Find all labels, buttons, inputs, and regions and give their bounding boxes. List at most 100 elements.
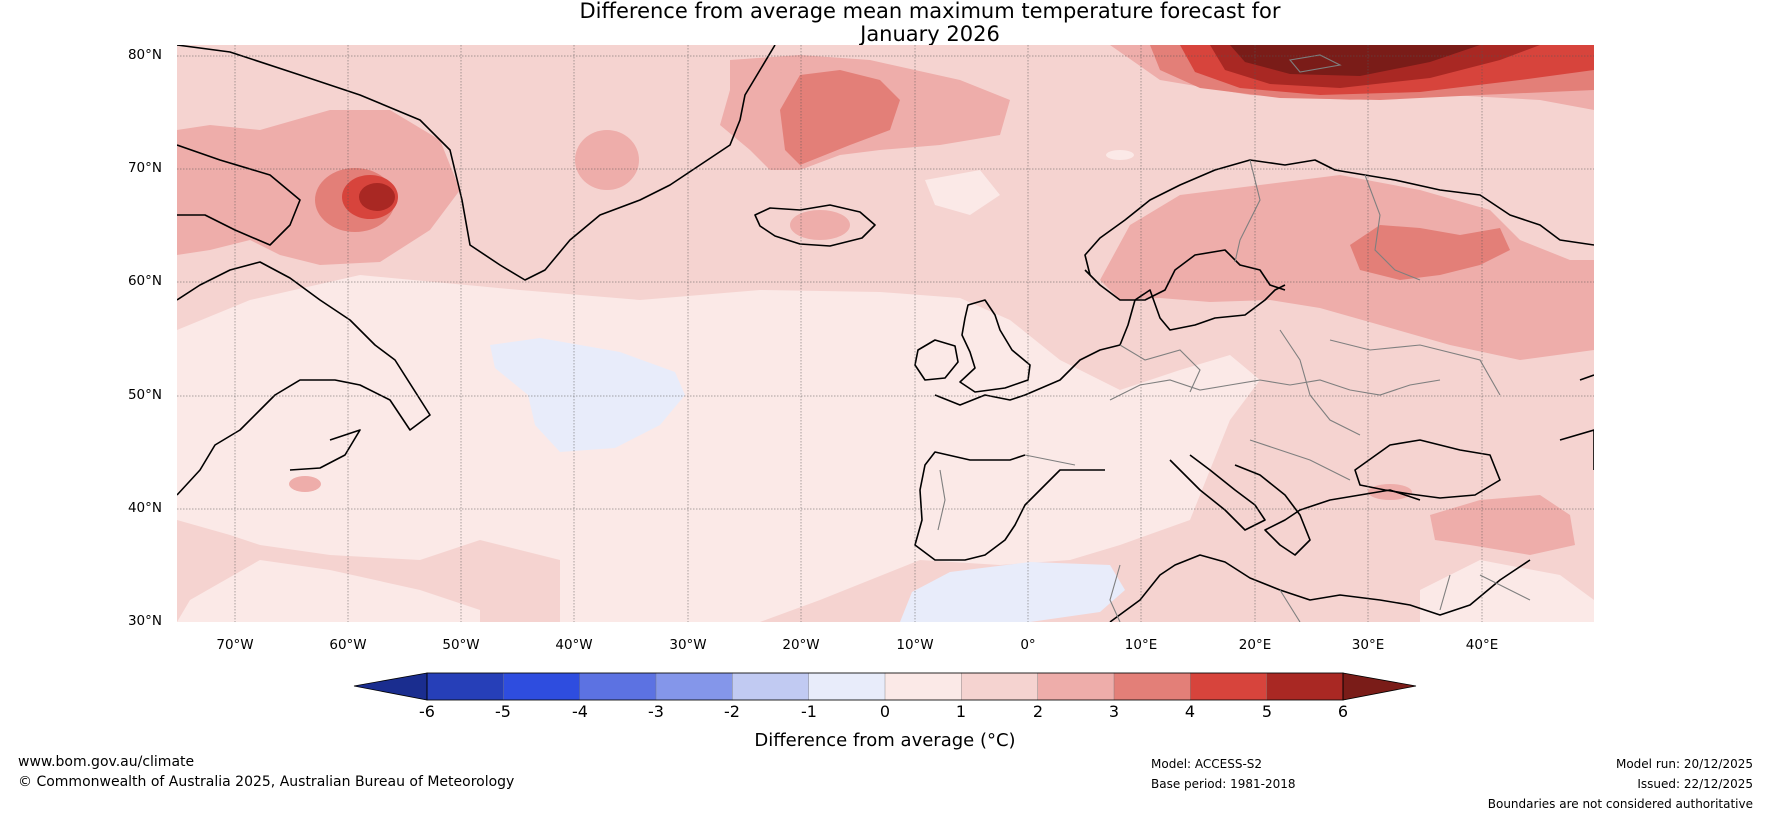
coast-scandinavia-south [1084, 249, 1286, 301]
anomaly-neg-1-0-morocco [900, 562, 1125, 622]
anomaly-field [177, 45, 1594, 622]
anomaly-2-3-turkey [1430, 495, 1575, 555]
colorbar-cell [1037, 672, 1115, 701]
colorbar-extend-low [353, 672, 428, 701]
border-germany [1119, 344, 1201, 393]
anomaly-5-6-baffin [359, 183, 395, 211]
lat-label-70n: 70°N [127, 160, 162, 176]
boundaries-disclaimer: Boundaries are not considered authoritat… [1487, 797, 1753, 811]
colorbar-cell [1190, 672, 1268, 701]
coast-east [1559, 374, 1594, 470]
colorbar-cell [1266, 672, 1344, 701]
anomaly-gt6-arctic [1230, 45, 1480, 76]
lon-label-40w: 40°W [555, 637, 593, 653]
graticule [177, 45, 1594, 622]
colorbar-cell [884, 672, 963, 701]
lon-label-50w: 50°W [442, 637, 480, 653]
border-north-africa [1109, 564, 1531, 622]
anomaly-0-1-newfoundland [218, 361, 248, 379]
lat-label-40n: 40°N [127, 500, 162, 516]
lat-label-30n: 30°N [127, 613, 162, 629]
colorbar-tick: -2 [724, 702, 740, 721]
coast-iberia [914, 451, 1105, 561]
anomaly-2-3-iceland [790, 210, 850, 240]
colorbar-cell [732, 672, 810, 701]
colorbar [353, 672, 1417, 701]
issued-date: Issued: 22/12/2025 [1637, 777, 1753, 791]
border-balkans [1249, 439, 1351, 481]
lon-label-60w: 60°W [329, 637, 367, 653]
border-russia-finland [1364, 174, 1421, 281]
title-line-2: January 2026 [860, 22, 1000, 46]
coast-iceland [754, 204, 876, 247]
anomaly-0-1-svalbard-south [1106, 150, 1134, 160]
coast-greenland [177, 45, 776, 281]
colorbar-tick: -1 [801, 702, 817, 721]
anomaly-neg-1-0-atlantic [490, 338, 685, 452]
coast-great-britain [959, 299, 1031, 393]
lon-label-20w: 20°W [782, 637, 820, 653]
lon-label-10e: 10°E [1124, 637, 1158, 653]
colorbar-outline [426, 672, 1344, 701]
website-link[interactable]: www.bom.gov.au/climate [18, 754, 195, 770]
model-name: Model: ACCESS-S2 [1151, 757, 1263, 771]
colorbar-tick: 0 [879, 702, 891, 721]
colorbar-tick: -4 [572, 702, 588, 721]
coast-scandinavia [1084, 159, 1594, 276]
coast-balkans-greece [1234, 464, 1421, 556]
lon-label-30e: 30°E [1351, 637, 1385, 653]
anomaly-0-1-norway-sea [925, 170, 1000, 215]
anomaly-2-3-nova-scotia [289, 476, 321, 492]
border-central-europe [1109, 379, 1441, 401]
borders [937, 54, 1531, 622]
colorbar-tick: -5 [495, 702, 511, 721]
coast-north-africa [1109, 554, 1531, 622]
base-period: Base period: 1981-2018 [1151, 777, 1296, 791]
anomaly-0-1-southwest [177, 560, 480, 622]
anomaly-0-1-labrador [265, 290, 370, 350]
coast-canadian-arctic [177, 144, 301, 246]
colorbar-tick: 3 [1108, 702, 1120, 721]
border-svalbard [1288, 54, 1342, 73]
colorbar-extend-high [1342, 672, 1417, 701]
model-run: Model run: 20/12/2025 [1615, 757, 1753, 771]
coast-nova-scotia [289, 429, 361, 471]
colorbar-tick: -6 [419, 702, 435, 721]
anomaly-3-4-greenland-east [780, 70, 900, 165]
colorbar-tick: 1 [955, 702, 967, 721]
colorbar-tick: 4 [1184, 702, 1196, 721]
coast-black-sea [1354, 439, 1501, 499]
lon-label-20e: 20°E [1238, 637, 1272, 653]
lon-label-30w: 30°W [669, 637, 707, 653]
colorbar-cell [426, 672, 505, 701]
lat-label-60n: 60°N [127, 273, 162, 289]
colorbar-cell [579, 672, 657, 701]
colorbar-cell [655, 672, 734, 701]
anomaly-2-3-europe [1100, 175, 1594, 360]
colorbar-tick: 5 [1261, 702, 1273, 721]
colorbar-tick: 2 [1032, 702, 1044, 721]
colorbar-tick: -3 [648, 702, 664, 721]
copyright-text: © Commonwealth of Australia 2025, Austra… [18, 774, 515, 790]
colorbar-cell [503, 672, 581, 701]
title-line-1: Difference from average mean maximum tem… [579, 0, 1281, 23]
coast-ireland [914, 339, 959, 381]
map-title: Difference from average mean maximum tem… [0, 0, 1770, 46]
anomaly-2-3-iceland-west [575, 130, 639, 190]
colorbar-title: Difference from average (°C) [754, 730, 1016, 751]
coast-europe-mainland [934, 284, 1286, 406]
lat-label-50n: 50°N [127, 387, 162, 403]
coast-baffin-labrador [177, 261, 431, 496]
lat-label-80n: 80°N [127, 47, 162, 63]
border-portugal [937, 469, 946, 531]
colorbar-cell [1113, 672, 1192, 701]
colorbar-cell [961, 672, 1039, 701]
lon-label-0: 0° [1020, 637, 1036, 653]
colorbar-tick: 6 [1337, 702, 1349, 721]
anomaly-3-4-scandinavia [1350, 225, 1510, 280]
colorbar-cell [808, 672, 886, 701]
lon-label-70w: 70°W [216, 637, 254, 653]
anomaly-0-1-atlantic [177, 275, 1260, 622]
border-france-spain [1024, 454, 1076, 466]
